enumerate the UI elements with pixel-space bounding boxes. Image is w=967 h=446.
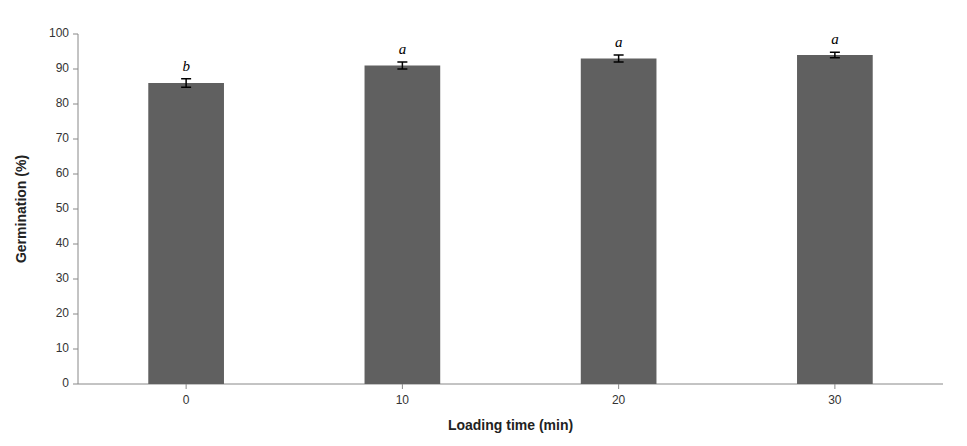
x-tick: [618, 384, 619, 389]
error-bar: [830, 52, 840, 58]
x-tick: [186, 384, 187, 389]
plot-area: [148, 52, 872, 384]
y-tick-label: 50: [56, 201, 70, 215]
error-bar: [614, 55, 624, 62]
y-tick: [73, 384, 78, 385]
y-tick: [73, 349, 78, 350]
y-tick: [73, 209, 78, 210]
y-tick-label: 30: [56, 271, 70, 285]
significance-label: b: [182, 58, 190, 74]
y-tick: [73, 139, 78, 140]
chart-svg: 0 10 20 30 40 50 60 70 80 90 100 0 10 20 30 b a a a Loading…: [0, 0, 967, 446]
y-tick-label: 70: [56, 131, 70, 145]
y-tick-label: 0: [62, 376, 69, 390]
significance-label: a: [831, 31, 839, 47]
bar: [365, 66, 441, 385]
chart-container: 0 10 20 30 40 50 60 70 80 90 100 0 10 20 30 b a a a Loading…: [0, 0, 967, 446]
significance-label: a: [399, 41, 407, 57]
x-tick-label: 30: [828, 393, 842, 407]
bar: [581, 59, 657, 385]
y-tick: [73, 279, 78, 280]
y-tick: [73, 104, 78, 105]
significance-label: a: [615, 34, 623, 50]
y-tick: [73, 314, 78, 315]
bar: [148, 83, 224, 384]
x-tick: [402, 384, 403, 389]
y-axis: 0 10 20 30 40 50 60 70 80 90 100: [49, 26, 78, 390]
bar: [797, 55, 873, 384]
y-tick: [73, 244, 78, 245]
y-tick-label: 20: [56, 306, 70, 320]
x-axis: 0 10 20 30: [78, 384, 943, 407]
y-tick: [73, 69, 78, 70]
y-tick-label: 100: [49, 26, 69, 40]
y-tick: [73, 174, 78, 175]
y-tick-label: 10: [56, 341, 70, 355]
x-tick: [834, 384, 835, 389]
x-axis-label: Loading time (min): [448, 417, 573, 433]
x-tick-label: 20: [612, 393, 626, 407]
x-tick-label: 10: [396, 393, 410, 407]
error-bar: [397, 62, 407, 69]
y-tick-label: 60: [56, 166, 70, 180]
y-tick-label: 80: [56, 96, 70, 110]
y-tick-label: 40: [56, 236, 70, 250]
error-bar: [181, 79, 191, 87]
annotations: b a a a: [182, 31, 838, 74]
y-tick-label: 90: [56, 61, 70, 75]
x-tick-label: 0: [183, 393, 190, 407]
y-axis-label: Germination (%): [13, 155, 29, 263]
y-tick: [73, 34, 78, 35]
